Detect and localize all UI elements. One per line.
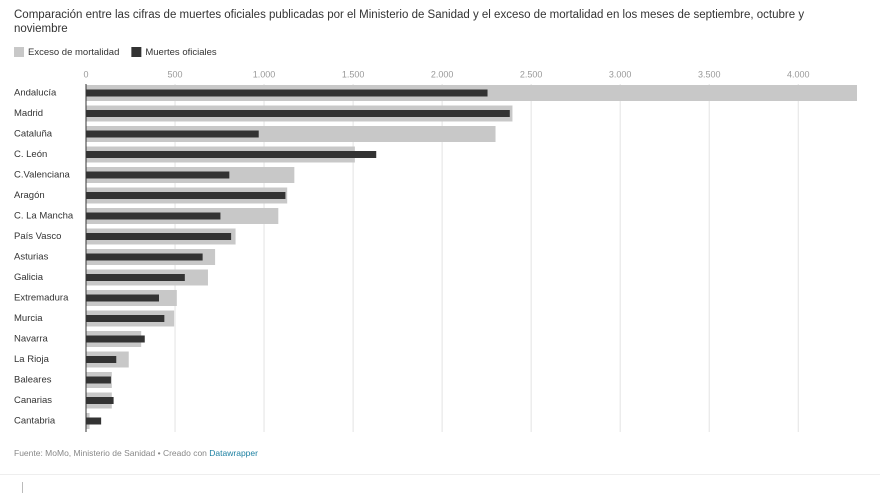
- y-tick-label: La Rioja: [14, 354, 50, 365]
- x-tick-label: 2.000: [431, 69, 454, 79]
- y-tick-label: C. León: [14, 149, 47, 160]
- y-tick-label: Murcia: [14, 313, 43, 324]
- legend-label: Exceso de mortalidad: [28, 47, 119, 58]
- x-tick-label: 1.500: [342, 69, 365, 79]
- x-tick-label: 1.000: [253, 69, 276, 79]
- official-bar: [86, 212, 221, 220]
- x-tick-label: 4.000: [787, 69, 810, 79]
- y-tick-label: Aragón: [14, 190, 45, 201]
- legend-swatch: [14, 47, 24, 57]
- y-tick-label: Galicia: [14, 272, 44, 283]
- x-tick-label: 500: [168, 69, 183, 79]
- y-tick-label: Cantabria: [14, 416, 56, 427]
- chart: Exceso de mortalidad Muertes oficiales 0 50…: [14, 47, 857, 432]
- footer: Fuente: MoMo, Ministerio de Sanidad • Cr…: [14, 448, 258, 458]
- source: Fuente: MoMo, Ministerio de Sanidad • Cr…: [14, 448, 207, 458]
- y-tick-label: Cataluña: [14, 129, 53, 140]
- official-bar: [86, 356, 117, 363]
- x-tick-label: 2.500: [520, 69, 543, 79]
- y-tick-label: Extremadura: [14, 293, 69, 304]
- official-bar: [86, 233, 232, 240]
- caret: [22, 482, 23, 493]
- official-bar: [86, 171, 230, 179]
- footer-link[interactable]: Datawrapper: [209, 448, 258, 458]
- y-tick-label: C.Valenciana: [14, 170, 71, 181]
- chart-title: Comparación entre las cifras de muertes …: [14, 9, 805, 35]
- official-bar: [86, 417, 102, 425]
- y-tick-label: Canarias: [14, 395, 52, 406]
- legend-swatch: [131, 47, 142, 57]
- y-tick-label: Madrid: [14, 108, 43, 119]
- official-bar: [86, 130, 259, 138]
- x-tick-label: 3.500: [698, 69, 721, 79]
- x-tick-label: 3.000: [609, 69, 632, 79]
- y-tick-label: C. La Mancha: [14, 211, 74, 222]
- legend-label: Muertes oficiales: [145, 47, 217, 58]
- y-tick-label: Andalucía: [14, 88, 57, 99]
- y-tick-label: Asturias: [14, 252, 49, 263]
- y-tick-label: País Vasco: [14, 231, 61, 242]
- official-bar: [86, 274, 185, 281]
- x-tick-label: 0: [83, 69, 88, 79]
- separator: [0, 474, 880, 475]
- official-bar: [86, 294, 160, 302]
- official-bar: [86, 376, 111, 384]
- official-bar: [86, 110, 510, 117]
- official-bar: [86, 192, 286, 199]
- official-bar: [86, 335, 145, 343]
- excess-bar: [86, 126, 496, 142]
- y-tick-label: Navarra: [14, 334, 49, 345]
- official-bar: [86, 315, 165, 322]
- official-bar: [86, 397, 114, 404]
- y-tick-label: Baleares: [14, 375, 52, 386]
- official-bar: [86, 253, 203, 261]
- official-bar: [86, 151, 377, 158]
- official-bar: [86, 89, 488, 97]
